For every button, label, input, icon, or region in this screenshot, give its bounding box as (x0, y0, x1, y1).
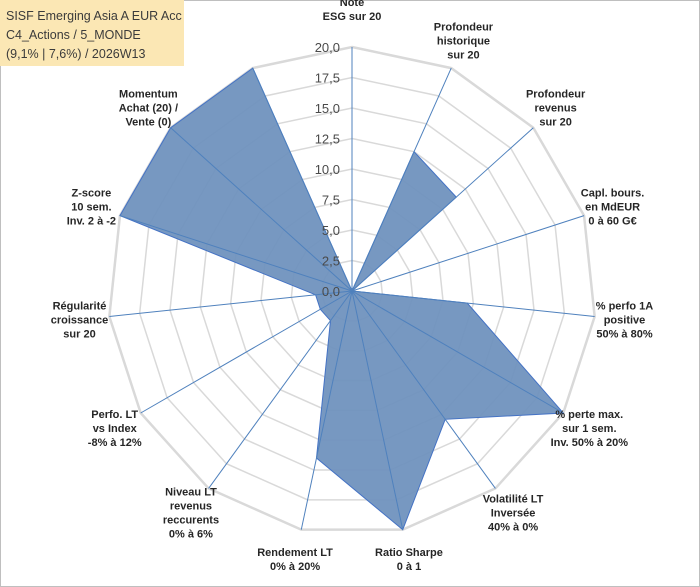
fund-title-box: SISF Emerging Asia A EUR Acc C4_Actions … (0, 0, 184, 66)
axis-label-9-line-0: Niveau LT (165, 487, 217, 499)
radar-spokes (109, 47, 595, 530)
axis-label-10-line-0: Perfo. LT (91, 409, 138, 421)
tick-label-0: 0,0 (322, 284, 340, 299)
axis-label-5-line-1: sur 1 sem. (562, 423, 616, 435)
axis-label-4-line-1: positive (604, 315, 646, 327)
spoke-7 (351, 290, 404, 530)
axis-label-5-line-0: % perte max. (555, 409, 623, 421)
axis-label-11-line-1: croissance (51, 315, 108, 327)
axis-label-12-line-1: 10 sem. (71, 201, 111, 213)
axis-label-0-line-0: Note (340, 0, 364, 9)
spoke-5 (351, 290, 564, 414)
spoke-6 (351, 290, 496, 489)
tick-label-1: 2,5 (322, 254, 340, 269)
axis-label-3-line-1: en MdEUR (585, 201, 640, 213)
axis-label-9-line-2: reccurents (163, 515, 219, 527)
tick-label-2: 5,0 (322, 223, 340, 238)
spoke-13 (170, 127, 353, 292)
axis-label-12: Z-score 10 sem. Inv. 2 à -2 (67, 187, 116, 227)
axis-label-3-line-0: Capl. bours. (581, 187, 645, 199)
spoke-2 (351, 127, 534, 292)
axis-label-6-line-2: 40% à 0% (488, 522, 538, 534)
tick-label-7: 17,5 (315, 71, 340, 86)
axis-label-9: Niveau LT revenus reccurents 0% à 6% (163, 487, 219, 541)
axis-label-12-line-2: Inv. 2 à -2 (67, 215, 116, 227)
axis-label-5: % perte max. sur 1 sem. Inv. 50% à 20% (551, 409, 629, 449)
tick-label-8: 20,0 (315, 40, 340, 55)
axis-label-2: Profondeur revenus sur 20 (526, 89, 586, 129)
axis-label-1-line-1: historique (437, 36, 490, 48)
axis-label-4-line-0: % perfo 1A (596, 301, 654, 313)
axis-label-1-line-2: sur 20 (447, 50, 479, 62)
axis-label-0: Note ESG sur 20 (323, 0, 382, 23)
axis-label-4: % perfo 1A positive 50% à 80% (596, 301, 654, 341)
axis-label-11-line-2: sur 20 (63, 329, 95, 341)
axis-label-12-line-0: Z-score (72, 187, 112, 199)
axis-label-11-line-0: Régularité (53, 301, 107, 313)
axis-label-2-line-1: revenus (535, 103, 577, 115)
axis-label-9-line-1: revenus (170, 501, 212, 513)
spoke-10 (140, 290, 353, 414)
tick-label-5: 12,5 (315, 132, 340, 147)
tick-label-6: 15,0 (315, 101, 340, 116)
axis-label-3-line-2: 0 à 60 G€ (588, 215, 636, 227)
axis-label-2-line-2: sur 20 (539, 117, 571, 129)
spoke-4 (351, 290, 595, 318)
spoke-11 (109, 290, 353, 318)
axis-label-6: Volatilité LT Inversée 40% à 0% (483, 494, 544, 534)
axis-label-13: Momentum Achat (20) / Vente (0) (119, 89, 178, 129)
axis-label-8-line-1: 0% à 20% (270, 561, 320, 573)
axis-label-8: Rendement LT 0% à 20% (257, 547, 333, 573)
axis-label-0-line-1: ESG sur 20 (323, 11, 382, 23)
spoke-8 (300, 290, 353, 530)
spoke-3 (351, 215, 585, 292)
fund-category: C4_Actions / 5_MONDE (6, 28, 141, 42)
spoke-1 (351, 67, 452, 292)
axis-label-10-line-2: -8% à 12% (88, 437, 142, 449)
fund-name: SISF Emerging Asia A EUR Acc (6, 9, 182, 23)
fund-stats: (9,1% | 7,6%) / 2026W13 (6, 47, 146, 61)
tick-label-3: 7,5 (322, 193, 340, 208)
axis-label-3: Capl. bours. en MdEUR 0 à 60 G€ (581, 187, 645, 227)
axis-label-6-line-0: Volatilité LT (483, 494, 544, 506)
radar-axis-labels: Note ESG sur 20 Profondeur historique sur 20… (51, 0, 654, 573)
spoke-9 (208, 290, 353, 489)
axis-label-13-line-2: Vente (0) (125, 117, 171, 129)
axis-label-13-line-0: Momentum (119, 89, 178, 101)
axis-label-10: Perfo. LT vs Index -8% à 12% (88, 409, 142, 449)
axis-label-1: Profondeur historique sur 20 (434, 22, 494, 62)
axis-label-2-line-0: Profondeur (526, 89, 586, 101)
axis-label-6-line-1: Inversée (491, 508, 536, 520)
axis-label-9-line-3: 0% à 6% (169, 529, 213, 541)
axis-label-7-line-0: Ratio Sharpe (375, 547, 443, 559)
axis-label-7: Ratio Sharpe 0 à 1 (375, 547, 443, 573)
axis-label-1-line-0: Profondeur (434, 22, 494, 34)
tick-label-4: 10,0 (315, 162, 340, 177)
axis-label-10-line-1: vs Index (93, 423, 138, 435)
axis-label-7-line-1: 0 à 1 (397, 561, 421, 573)
axis-label-13-line-1: Achat (20) / (119, 103, 178, 115)
axis-label-11: Régularité croissance sur 20 (51, 301, 108, 341)
axis-label-5-line-2: Inv. 50% à 20% (551, 437, 629, 449)
axis-label-8-line-0: Rendement LT (257, 547, 333, 559)
spoke-14 (252, 67, 353, 292)
spoke-12 (119, 215, 353, 292)
axis-label-4-line-2: 50% à 80% (596, 329, 652, 341)
radar-tick-labels: 0,0 2,5 5,0 7,5 10,0 12,5 15,0 17,5 20,0 (315, 40, 340, 299)
